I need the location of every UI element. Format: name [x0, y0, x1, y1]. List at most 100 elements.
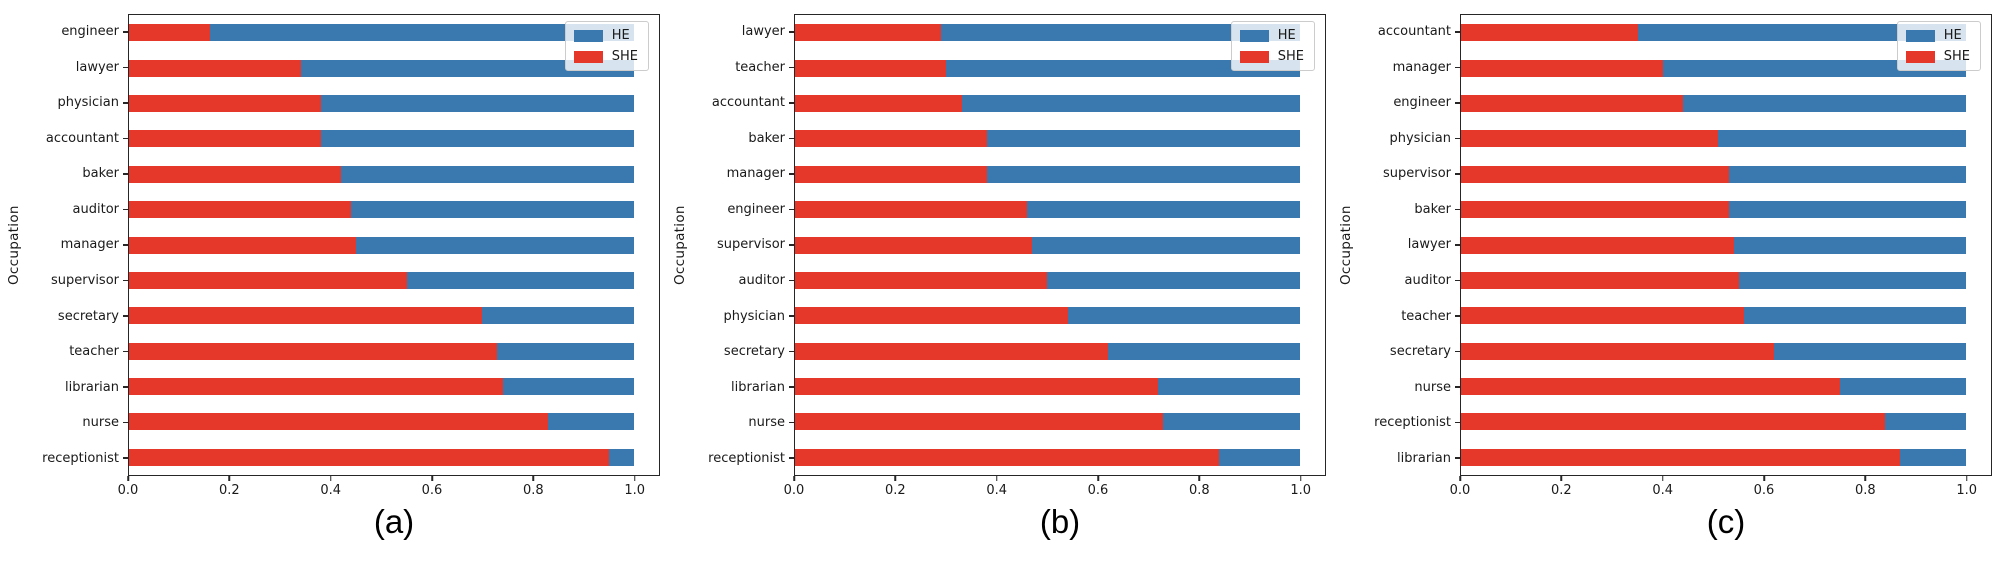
y-tick-label: auditor: [72, 201, 119, 217]
bar-row-engineer: [129, 15, 659, 50]
bar-segment-he: [1733, 236, 1966, 254]
stacked-bar: [1461, 271, 1991, 289]
stacked-bar: [1461, 448, 1991, 466]
y-tick-label: nurse: [1414, 379, 1451, 395]
bar-segment-he: [1728, 201, 1966, 219]
bar-segment-he: [406, 271, 634, 289]
x-axis-ticks: [793, 476, 1326, 482]
y-tick-row: manager: [1332, 50, 1460, 86]
y-tick-row: baker: [0, 156, 128, 192]
bar-segment-she: [129, 413, 548, 431]
bar-row-nurse: [129, 404, 659, 439]
subplot-c: Occupation accountant manager engineer phys…: [1332, 0, 1998, 564]
x-tick-label: 0.2: [884, 483, 906, 498]
y-tick-mark: [123, 457, 128, 459]
bar-row-secretary: [129, 298, 659, 333]
y-tick-label: baker: [1414, 201, 1451, 217]
stacked-bar: [795, 307, 1325, 325]
y-tick-label: auditor: [738, 272, 785, 288]
y-tick-label: manager: [60, 237, 119, 253]
bar-row-engineer: [795, 192, 1325, 227]
bar-segment-she: [129, 24, 210, 42]
legend-entry-she: SHE: [1905, 49, 1970, 64]
legend-label-he: HE: [611, 28, 630, 43]
bar-segment-he: [1107, 342, 1300, 360]
x-tick-label: 1.0: [624, 483, 645, 498]
stacked-bar: [1461, 130, 1991, 148]
y-tick-label: accountant: [45, 130, 119, 146]
bar-segment-she: [795, 307, 1068, 325]
y-tick-label: auditor: [1404, 272, 1451, 288]
y-tick-label: lawyer: [741, 24, 785, 40]
y-tick-row: accountant: [0, 121, 128, 157]
y-tick-label: engineer: [61, 24, 119, 40]
bar-row-physician: [795, 298, 1325, 333]
stacked-bar: [1461, 24, 1991, 42]
y-tick-row: accountant: [1332, 14, 1460, 50]
bar-segment-she: [1461, 130, 1719, 148]
y-tick-label: physician: [57, 95, 119, 111]
stacked-bar: [1461, 94, 1991, 112]
y-tick-label: secretary: [1389, 344, 1451, 360]
bar-segment-she: [1461, 413, 1885, 431]
x-tick-mark: [1763, 476, 1765, 481]
stacked-bar: [1461, 307, 1991, 325]
y-tick-mark: [789, 421, 794, 424]
bar-segment-he: [341, 165, 634, 183]
y-tick-row: engineer: [1332, 85, 1460, 121]
y-tick-row: secretary: [0, 298, 128, 334]
y-tick-mark: [1455, 31, 1460, 33]
y-tick-mark: [123, 66, 128, 69]
y-tick-label: physician: [1389, 130, 1451, 146]
legend-swatch-he-icon: [1905, 29, 1935, 42]
bar-segment-she: [795, 59, 947, 77]
stacked-bar: [1461, 413, 1991, 431]
x-tick-label: 0.4: [986, 483, 1007, 498]
y-tick-row: receptionist: [0, 440, 128, 476]
bar-row-auditor: [795, 263, 1325, 298]
x-tick-mark: [1560, 476, 1563, 481]
bar-row-baker: [129, 157, 659, 192]
y-tick-mark: [789, 173, 794, 175]
x-tick-label: 1.0: [1290, 483, 1311, 498]
x-tick-mark: [1864, 476, 1867, 481]
subplot-caption-c: (c): [1706, 503, 1746, 540]
legend: HE SHE: [1896, 21, 1981, 71]
bar-row-manager: [129, 227, 659, 262]
x-tick-labels: 0.0 0.2 0.4 0.6 0.8 1.0: [1450, 483, 1992, 499]
subplot-b: Occupation lawyer teacher accountant baker m…: [666, 0, 1332, 564]
bar-segment-she: [795, 94, 962, 112]
bar-segment-she: [795, 165, 987, 183]
bar-segment-she: [129, 378, 503, 396]
y-tick-row: supervisor: [0, 263, 128, 299]
y-tick-mark: [123, 173, 128, 175]
y-tick-mark: [789, 137, 794, 140]
bar-row-accountant: [795, 86, 1325, 121]
bar-row-receptionist: [1461, 404, 1991, 439]
bar-row-teacher: [129, 334, 659, 369]
y-tick-label: supervisor: [717, 237, 785, 253]
stacked-bar: [129, 130, 659, 148]
legend-swatch-he-icon: [1239, 29, 1269, 42]
bar-segment-he: [497, 342, 634, 360]
y-tick-mark: [789, 244, 794, 246]
y-tick-label: receptionist: [42, 450, 119, 466]
y-tick-row: secretary: [666, 334, 794, 370]
stacked-bar: [129, 271, 659, 289]
y-tick-mark: [123, 102, 128, 104]
bar-row-nurse: [795, 404, 1325, 439]
stacked-bar: [795, 59, 1325, 77]
y-tick-label: lawyer: [75, 59, 119, 75]
x-tick-labels: 0.0 0.2 0.4 0.6 0.8 1.0: [118, 483, 660, 499]
legend-label-she: SHE: [1277, 49, 1304, 64]
bar-segment-he: [1728, 165, 1966, 183]
stacked-bar: [795, 201, 1325, 219]
x-tick-label: 0.4: [320, 483, 341, 498]
bar-row-engineer: [1461, 86, 1991, 121]
x-tick-mark: [431, 476, 433, 481]
bar-row-teacher: [795, 50, 1325, 85]
x-tick-mark: [532, 476, 535, 481]
legend-entry-he: HE: [1239, 28, 1304, 43]
y-tick-row: physician: [0, 85, 128, 121]
y-tick-mark: [1455, 208, 1460, 211]
